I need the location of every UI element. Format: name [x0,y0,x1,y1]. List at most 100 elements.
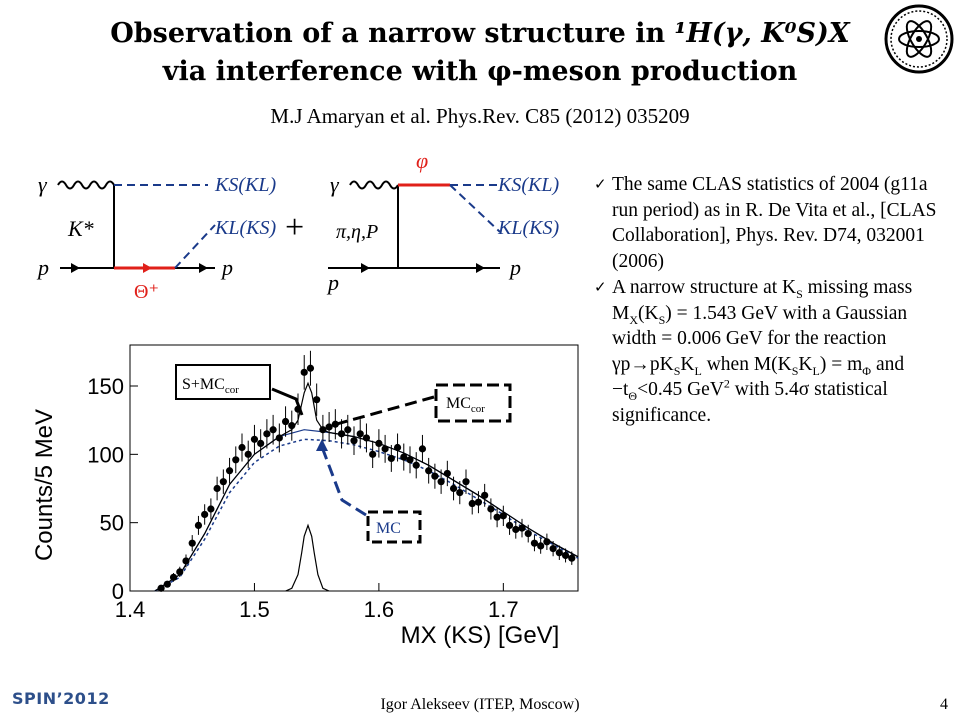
data-point [244,450,252,458]
data-point [182,557,190,565]
left-p-in-label: p [36,255,49,280]
data-point [306,364,315,372]
feynman-diagrams: γ K* p p Θ⁺ KS(KL) KL(KS) + γ φ π,η,P p … [36,150,559,303]
data-point [201,510,209,519]
label-box-mc [366,510,422,544]
plot-frame [129,344,579,592]
series-mc-cor-line [154,429,579,592]
checkmark-icon: ✓ [594,175,607,193]
bullet-list: ✓ The same CLAS statistics of 2004 (g11a… [594,172,949,429]
data-point [194,521,203,529]
series-signal-line [285,523,330,592]
data-point [468,499,476,508]
data-point [425,467,433,475]
data-point [543,538,551,546]
diagram-left: γ K* p p Θ⁺ KS(KL) KL(KS) [36,172,276,303]
data-point [356,430,364,438]
data-point [481,491,489,499]
right-out-bottom-label: KL(KS) [497,217,559,239]
x-tick-label: 1.7 [488,597,519,622]
x-tick-label: 1.6 [364,597,395,622]
label-s-mc: S+MCcor [182,376,239,396]
data-point [225,467,234,475]
left-out-top-label: KS(KL) [214,174,276,196]
mass-spectrum-chart: 1.4 1.5 1.6 1.7 0 50 100 150 Counts/5 MeV MX (K… [31,344,579,649]
data-point [344,426,352,434]
data-point [288,422,296,430]
data-point [176,568,184,576]
data-point [250,435,259,443]
title-prefix: Observation of a narrow structure in [110,18,675,49]
data-point [512,525,520,534]
data-point [163,580,171,588]
x-axis-label: MX (KS) [GeV] [401,622,560,649]
y-tick-label: 0 [112,579,124,604]
data-point [369,450,377,458]
data-point [350,437,358,445]
data-point [530,539,539,547]
data-point [555,549,563,557]
data-point [493,513,501,521]
bullet-item-2: ✓ A narrow structure at KS missing mass … [594,275,949,428]
data-point [275,434,283,442]
data-point [462,478,470,486]
data-point [257,439,265,447]
diagram-right: γ φ π,η,P p p KS(KL) KL(KS) [326,150,559,295]
data-point [263,430,271,438]
data-point [406,456,414,464]
data-point [568,554,576,562]
x-tick-label: 1.5 [239,597,270,622]
data-point [387,454,395,463]
bullet-item-1: ✓ The same CLAS statistics of 2004 (g11a… [594,172,949,274]
label-mc: MC [376,520,401,537]
right-out-top-label: KS(KL) [497,174,559,196]
data-point [157,584,165,592]
data-point [487,505,495,513]
x-tick-label: 1.4 [115,597,146,622]
data-point [400,453,408,461]
data-point [337,430,346,438]
data-point [393,443,402,452]
right-gamma-label: γ [330,172,340,197]
slide-title-line-2: via interference with φ-meson production [162,56,798,87]
left-kstar-label: K* [67,216,94,241]
itep-logo-icon [884,4,954,74]
data-point [269,426,277,434]
data-point [169,573,178,581]
y-tick-label: 150 [87,374,124,399]
right-phi-label: φ [416,150,428,173]
data-point [300,368,308,376]
data-point [418,445,427,453]
data-point [207,505,215,513]
data-point [213,484,221,493]
label-mc-cor: MCcor [446,395,485,415]
left-theta-label: Θ⁺ [134,281,159,303]
data-point [412,461,420,469]
plus-sign: + [285,209,304,246]
series-mc-line [154,438,579,592]
y-tick-label: 100 [87,442,124,467]
right-p-out-label: p [508,255,521,280]
data-point [437,478,445,486]
data-point [431,472,439,480]
page-number: 4 [940,696,948,713]
data-point [313,396,321,404]
slide-title-line-1: Observation of a narrow structure in ¹H(… [0,18,960,49]
left-out-bottom-label: KL(KS) [214,217,276,239]
data-point [505,521,514,529]
data-point [362,434,371,442]
data-point [449,484,458,493]
data-point [381,445,389,453]
citation: M.J Amaryan et al. Phys.Rev. C85 (2012) … [270,104,690,128]
bullet-text-2: A narrow structure at KS missing mass MX… [612,277,913,426]
label-box-mc-cor [434,383,512,423]
data-point [474,498,483,506]
data-point [232,456,240,464]
y-tick-label: 50 [100,511,124,536]
bullet-text-1: The same CLAS statistics of 2004 (g11a r… [612,174,937,272]
data-point [281,417,290,426]
checkmark-icon: ✓ [594,278,607,296]
data-point [238,443,246,452]
data-point [375,439,383,447]
left-gamma-label: γ [38,172,48,197]
